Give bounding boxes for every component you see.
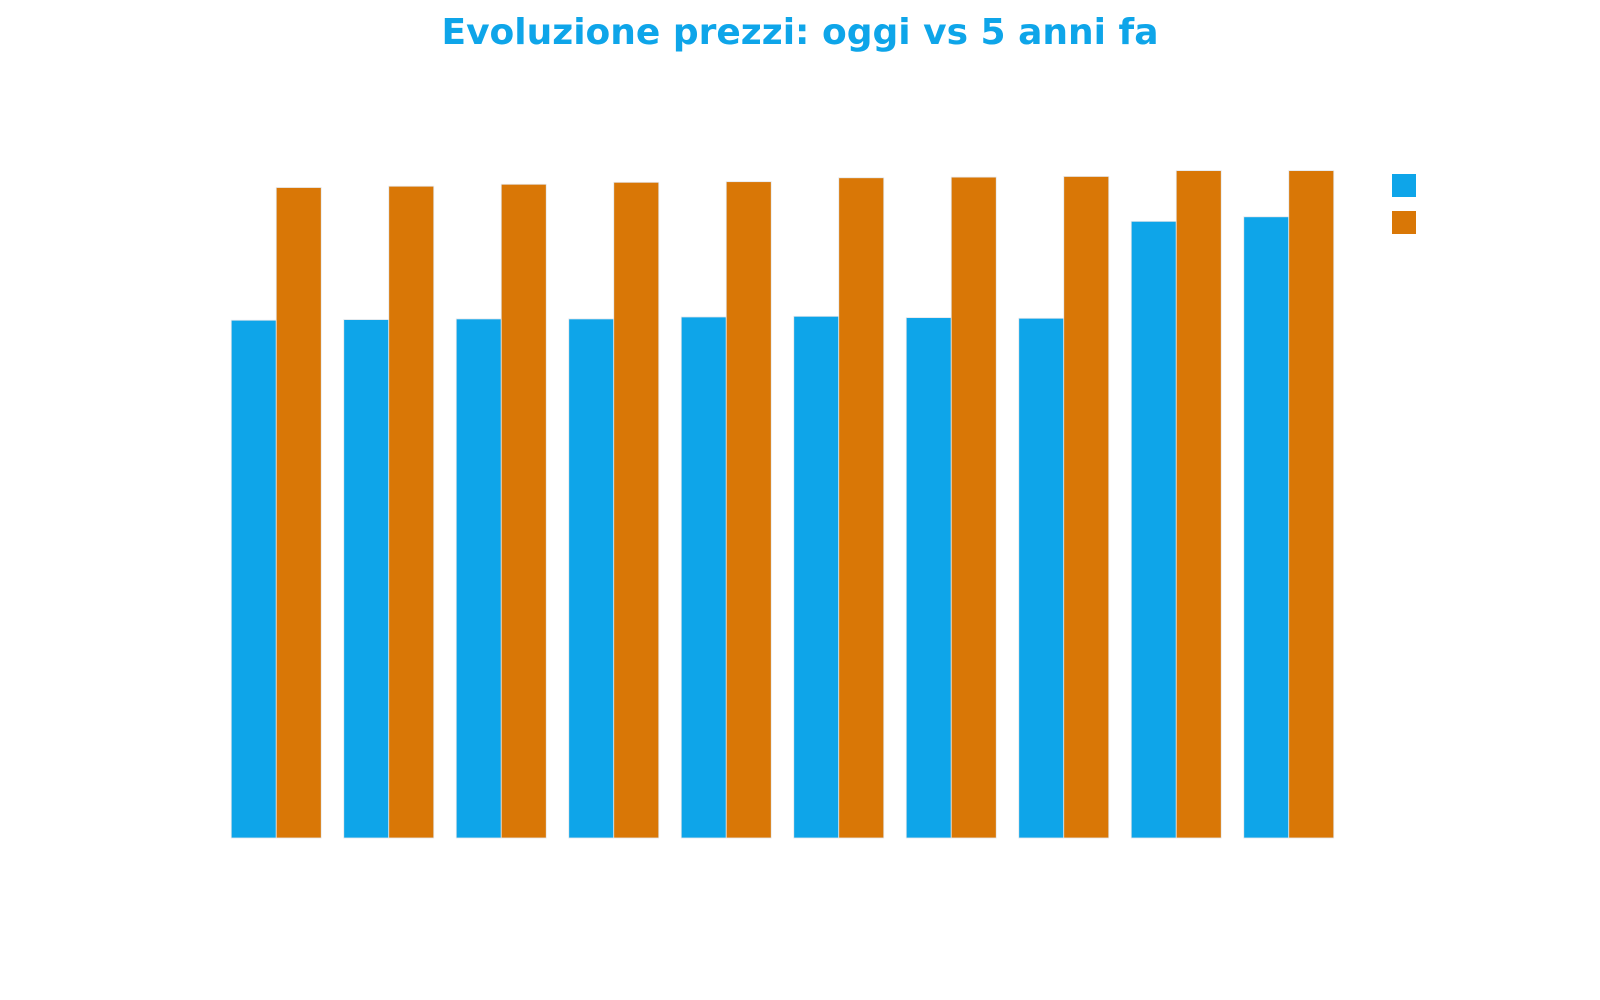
bar-series-1-item-4 <box>568 318 615 839</box>
bar-series-1-item-6 <box>793 315 840 839</box>
bar-series-2-item-10 <box>1288 170 1335 839</box>
legend <box>1392 174 1416 234</box>
legend-swatch-series-2 <box>1392 211 1416 234</box>
bar-series-1-item-1 <box>230 319 277 839</box>
bar-series-2-item-9 <box>1175 170 1222 839</box>
chart-title: Evoluzione prezzi: oggi vs 5 anni fa <box>441 12 1159 53</box>
bar-series-2-item-4 <box>613 181 660 839</box>
bar-series-1-item-8 <box>1018 317 1065 839</box>
bar-series-2-item-7 <box>950 176 997 839</box>
bar-series-2-item-5 <box>725 181 772 839</box>
bar-series-1-item-3 <box>455 318 502 839</box>
bar-series-2-item-1 <box>275 187 322 839</box>
bar-series-1-item-10 <box>1243 216 1290 839</box>
bar-series-1-item-5 <box>680 316 727 839</box>
bar-series-2-item-2 <box>388 185 435 839</box>
bar-series-2-item-6 <box>838 177 885 839</box>
bars-group <box>230 170 1335 839</box>
bar-series-1-item-2 <box>343 319 390 839</box>
bar-series-1-item-9 <box>1130 220 1177 839</box>
bar-series-2-item-8 <box>1063 176 1110 839</box>
bar-series-2-item-3 <box>500 183 547 839</box>
bar-series-1-item-7 <box>905 317 952 839</box>
legend-swatch-series-1 <box>1392 174 1416 197</box>
